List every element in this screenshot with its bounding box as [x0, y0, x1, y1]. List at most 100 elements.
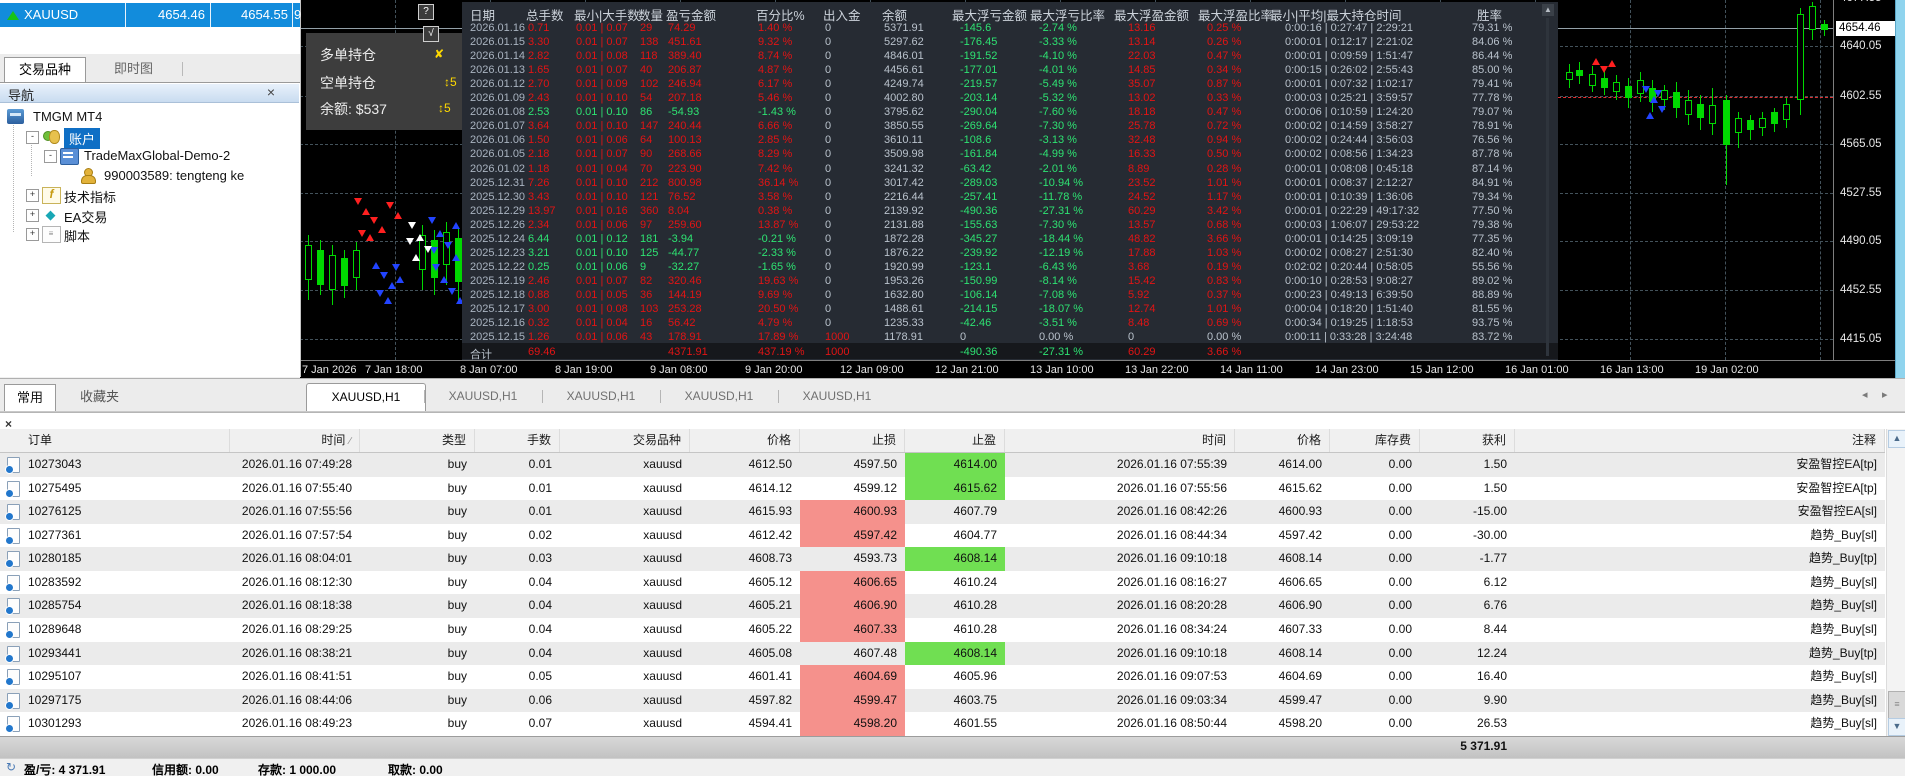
stats-cell: 4002.80 — [884, 92, 924, 105]
chart-tab-3[interactable]: XAUUSD,H1 — [684, 389, 754, 403]
order-cell-type: buy — [447, 692, 467, 707]
order-row-10280185[interactable]: 10280185 2026.01.16 08:04:01 buy 0.03 xauusd… — [0, 547, 1885, 571]
stats-cell: 181 — [640, 232, 659, 245]
order-row-10293441[interactable]: 10293441 2026.01.16 08:38:21 buy 0.04 xauusd… — [0, 641, 1885, 666]
order-cell-id: 10289648 — [28, 622, 82, 637]
expand-icon[interactable]: + — [26, 189, 39, 202]
orders-header-cprice[interactable]: 价格 — [1235, 429, 1330, 452]
nav-tree-item-0[interactable]: TMGM MT4 — [0, 108, 300, 127]
stats-cell: 5.92 — [1128, 288, 1150, 301]
collapse-icon[interactable]: - — [26, 130, 39, 144]
stats-scrollbar[interactable] — [1546, 18, 1549, 356]
stats-cell: 17.89 % — [758, 331, 799, 344]
stats-cell: 0.01 | 0.04 — [576, 162, 628, 175]
order-row-10285754[interactable]: 10285754 2026.01.16 08:18:38 buy 0.04 xauusd… — [0, 594, 1885, 619]
order-row-10276125[interactable]: 10276125 2026.01.16 07:55:56 buy 0.01 xauusd… — [0, 500, 1885, 524]
stats-cell: 2025.12.22 — [470, 260, 526, 273]
order-row-10301293[interactable]: 10301293 2026.01.16 08:49:23 buy 0.07 xauusd… — [0, 712, 1885, 736]
stats-row: 2025.12.22 0.25 0.01 | 0.06 9 -32.27 -1.65 % 0… — [462, 261, 1558, 275]
check-button[interactable]: √ — [423, 26, 439, 42]
collapse-icon[interactable]: - — [44, 150, 57, 163]
nav-tree-item-1[interactable]: - 账户 — [0, 127, 300, 149]
stats-cell: -3.94 — [668, 232, 694, 245]
price-axis[interactable]: 4677.55 4640.05 4602.55 4565.05 4527.55 4490.… — [1833, 0, 1896, 360]
orders-header-price[interactable]: 价格 — [690, 429, 800, 452]
order-row-10273043[interactable]: 10273043 2026.01.16 07:49:28 buy 0.01 xauusd… — [0, 453, 1885, 477]
orders-header-sym[interactable]: 交易品种 — [560, 429, 690, 452]
quote-row-xauusd[interactable]: XAUUSD 4654.46 4654.55 9 — [0, 3, 301, 27]
order-cell-price: 4608.73 — [748, 551, 792, 566]
trade-arrow-icon — [366, 234, 374, 241]
tab-favorites[interactable]: 收藏夹 — [80, 389, 120, 404]
order-row-10289648[interactable]: 10289648 2026.01.16 08:29:25 buy 0.04 xauusd… — [0, 618, 1885, 642]
trade-arrow-icon — [1608, 60, 1616, 67]
close-icon[interactable]: × — [5, 417, 13, 431]
orders-header-t2[interactable]: 时间 — [1005, 429, 1235, 452]
tab-symbols[interactable]: 交易品种 — [4, 57, 87, 82]
order-row-10277361[interactable]: 10277361 2026.01.16 07:57:54 buy 0.02 xauusd… — [0, 523, 1885, 548]
orders-header-swap[interactable]: 库存费 — [1330, 429, 1420, 452]
expand-icon[interactable]: + — [26, 208, 39, 222]
chart-tab-4[interactable]: XAUUSD,H1 — [802, 389, 872, 403]
orders-header-type[interactable]: 类型 — [360, 429, 475, 452]
scrollbar-thumb[interactable]: ≡ — [1888, 691, 1905, 719]
stats-cell: -54.93 — [668, 106, 700, 119]
tab-scroll-left-icon[interactable]: ◂ — [1862, 389, 1868, 401]
nav-tree-item-6[interactable]: + ≡ 脚本 — [0, 225, 300, 244]
orders-header-tp[interactable]: 止盈 — [905, 429, 1005, 452]
orders-header-lots[interactable]: 手数 — [475, 429, 560, 452]
tab-common[interactable]: 常用 — [4, 384, 57, 411]
chart-plot[interactable]: 多单持仓 空单持仓 余额: $537 ✘ ↕5 ↕5 ? √ 日期 总手数 最小|大… — [300, 0, 1833, 360]
help-button[interactable]: ? — [418, 4, 434, 20]
scroll-down-icon[interactable]: ▼ — [1888, 718, 1905, 736]
nav-tree-item-5[interactable]: + ◆ EA交易 — [0, 206, 300, 225]
order-cell-profit: 1.50 — [1483, 457, 1507, 471]
order-cell-t2: 2026.01.16 07:55:56 — [1116, 480, 1227, 495]
chart-tab-0[interactable]: XAUUSD,H1 — [306, 383, 426, 411]
close-icon[interactable]: × — [266, 84, 275, 100]
expand-icon[interactable]: + — [26, 228, 39, 241]
stats-cell: 0 — [1128, 331, 1135, 344]
stats-row: 2026.01.14 2.82 0.01 | 0.08 118 389.40 8.74 %… — [462, 50, 1558, 64]
stats-row: 2025.12.26 2.34 0.01 | 0.06 97 259.60 13.87 %… — [462, 219, 1558, 233]
stats-cell: 79.31 % — [1472, 22, 1513, 34]
tab-scroll-right-icon[interactable]: ▸ — [1882, 389, 1888, 401]
order-row-10297175[interactable]: 10297175 2026.01.16 08:44:06 buy 0.06 xauusd… — [0, 688, 1885, 713]
order-row-10275495[interactable]: 10275495 2026.01.16 07:55:40 buy 0.01 xauusd… — [0, 476, 1885, 501]
stats-col-header: 最小|平均|最大持仓时间 — [1270, 9, 1402, 23]
nav-tree-item-4[interactable]: + f 技术指标 — [0, 186, 300, 205]
stats-cell: 1920.99 — [884, 260, 924, 273]
stats-cell: 93.75 % — [1472, 317, 1513, 330]
scroll-up-icon[interactable]: ▲ — [1542, 4, 1554, 16]
orders-header-profit[interactable]: 获利 — [1420, 429, 1515, 452]
time-axis[interactable]: 7 Jan 2026 7 Jan 18:00 8 Jan 07:00 8 Jan 19… — [300, 360, 1895, 379]
stats-cell: 2026.01.13 — [470, 64, 526, 77]
stats-cell: 1000 — [825, 331, 850, 344]
stats-cell: -4.01 % — [1039, 64, 1077, 77]
order-cell-price: 4594.41 — [748, 716, 792, 731]
time-label: 13 Jan 22:00 — [1125, 364, 1189, 376]
orders-header-sl[interactable]: 止损 — [800, 429, 905, 452]
order-cell-lots: 0.04 — [528, 598, 552, 613]
order-row-10295107[interactable]: 10295107 2026.01.16 08:41:51 buy 0.05 xauusd… — [0, 665, 1885, 689]
order-row-10283592[interactable]: 10283592 2026.01.16 08:12:30 buy 0.04 xauusd… — [0, 570, 1885, 595]
nav-tree-item-3[interactable]: 990003589: tengteng ke — [0, 167, 300, 186]
nav-tree-item-2[interactable]: - TradeMaxGlobal-Demo-2 — [0, 147, 300, 166]
stats-cell: -490.36 — [960, 345, 998, 358]
orders-header-comment[interactable]: 注释 — [1515, 429, 1885, 452]
chart-edge-scrollbar[interactable] — [1895, 0, 1905, 378]
orders-header-id[interactable]: 订单 — [0, 429, 230, 452]
tab-tick-chart[interactable]: 即时图 — [114, 61, 154, 76]
chart-tab-1[interactable]: XAUUSD,H1 — [448, 389, 518, 403]
quote-symbol: XAUUSD — [24, 7, 79, 22]
time-label: 9 Jan 20:00 — [745, 364, 803, 376]
stats-cell: 1000 — [825, 345, 850, 358]
server-icon — [60, 148, 79, 165]
orders-header-t1[interactable]: 时间 ∕ — [230, 429, 360, 452]
order-cell-swap: 0.00 — [1388, 598, 1412, 613]
order-cell-price: 4612.50 — [748, 457, 792, 471]
orders-scrollbar[interactable]: ▲ ≡ ▼ — [1886, 429, 1905, 736]
chart-tab-2[interactable]: XAUUSD,H1 — [566, 389, 636, 403]
scroll-up-icon[interactable]: ▲ — [1888, 430, 1905, 448]
stats-cell: 0 — [825, 120, 832, 133]
